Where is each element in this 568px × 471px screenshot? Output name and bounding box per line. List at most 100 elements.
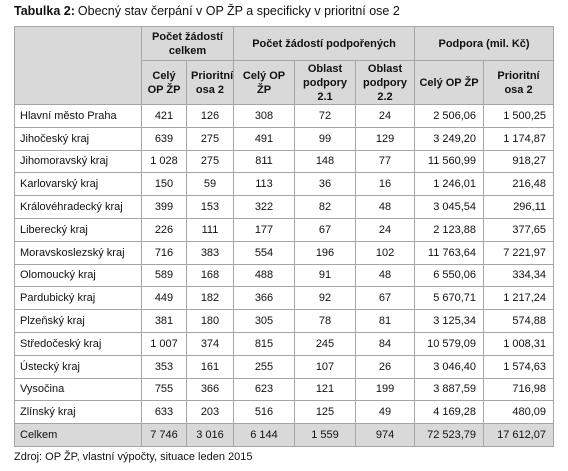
cell-value: 4 169,28 bbox=[414, 400, 485, 425]
cell-value: 716,98 bbox=[483, 377, 555, 402]
cell-value: 755 bbox=[141, 377, 187, 402]
cell-value: 126 bbox=[186, 104, 234, 128]
table-row: Olomoucký kraj 589 168 488 91 48 6 550,06 334,3… bbox=[14, 263, 555, 288]
cell-value: 1 028 bbox=[141, 149, 187, 174]
cell-value: 6 144 bbox=[233, 423, 295, 447]
total-row: Celkem 7 746 3 016 6 144 1 559 974 72 523,79 17… bbox=[14, 423, 555, 447]
cell-value: 322 bbox=[233, 195, 295, 219]
row-label: Vysočina bbox=[14, 377, 142, 402]
cell-value: 1 574,63 bbox=[483, 354, 555, 379]
cell-value: 1 500,25 bbox=[483, 104, 555, 128]
cell-value: 1 174,87 bbox=[483, 126, 555, 151]
cell-value: 10 579,09 bbox=[414, 331, 485, 356]
table-row: Liberecký kraj 226 111 177 67 24 2 123,88 377,6… bbox=[14, 217, 555, 242]
cell-value: 245 bbox=[294, 331, 356, 356]
cell-value: 78 bbox=[294, 309, 356, 333]
table-row: Hlavní město Praha 421 126 308 72 24 2 506,06 1… bbox=[14, 104, 555, 128]
cell-value: 275 bbox=[186, 126, 234, 151]
cell-value: 1 007 bbox=[141, 331, 187, 356]
cell-value: 974 bbox=[354, 423, 416, 447]
cell-value: 72 bbox=[294, 104, 356, 128]
cell-value: 2 123,88 bbox=[414, 217, 485, 242]
cell-value: 67 bbox=[354, 286, 416, 311]
cell-value: 199 bbox=[354, 377, 416, 402]
table-row: Karlovarský kraj 150 59 113 36 16 1 246,01 216,… bbox=[14, 172, 555, 197]
cell-value: 589 bbox=[141, 263, 187, 288]
table-row: Ústecký kraj 353 161 255 107 26 3 046,40 1 574,… bbox=[14, 354, 555, 379]
column-header: Oblast podpory 2.1 bbox=[294, 60, 356, 105]
cell-value: 24 bbox=[354, 217, 416, 242]
cell-value: 366 bbox=[233, 286, 295, 311]
header-column-row: Celý OP ŽP Prioritní osa 2 Celý OP ŽP Oblas… bbox=[15, 60, 555, 105]
title-label: Tabulka 2: bbox=[14, 4, 75, 18]
cell-value: 121 bbox=[294, 377, 356, 402]
data-table: Počet žádostí celkem Počet žádostí podpoř… bbox=[14, 26, 555, 447]
table-title: Tabulka 2: Obecný stav čerpání v OP ŽP a … bbox=[14, 4, 400, 18]
row-label: Ústecký kraj bbox=[14, 354, 142, 379]
cell-value: 574,88 bbox=[483, 309, 555, 333]
cell-value: 168 bbox=[186, 263, 234, 288]
cell-value: 113 bbox=[233, 172, 295, 197]
cell-value: 353 bbox=[141, 354, 187, 379]
cell-value: 377,65 bbox=[483, 217, 555, 242]
table-row: Středočeský kraj 1 007 374 815 245 84 10 579,0… bbox=[14, 331, 555, 356]
cell-value: 421 bbox=[141, 104, 187, 128]
cell-value: 381 bbox=[141, 309, 187, 333]
cell-value: 255 bbox=[233, 354, 295, 379]
row-label: Moravskoslezský kraj bbox=[14, 240, 142, 265]
cell-value: 1 246,01 bbox=[414, 172, 485, 197]
cell-value: 77 bbox=[354, 149, 416, 174]
cell-value: 26 bbox=[354, 354, 416, 379]
table-row: Jihomoravský kraj 1 028 275 811 148 77 11 560,… bbox=[14, 149, 555, 174]
row-label: Olomoucký kraj bbox=[14, 263, 142, 288]
column-header: Prioritní osa 2 bbox=[483, 60, 555, 105]
group-header: Počet žádostí podpořených bbox=[232, 26, 416, 61]
cell-value: 48 bbox=[354, 263, 416, 288]
cell-value: 107 bbox=[294, 354, 356, 379]
cell-value: 180 bbox=[186, 309, 234, 333]
cell-value: 811 bbox=[233, 149, 295, 174]
cell-value: 491 bbox=[233, 126, 295, 151]
cell-value: 5 670,71 bbox=[414, 286, 485, 311]
cell-value: 1 008,31 bbox=[483, 331, 555, 356]
header-group-row: Počet žádostí celkem Počet žádostí podpoř… bbox=[14, 26, 555, 105]
column-header: Celý OP ŽP bbox=[414, 60, 485, 105]
cell-value: 203 bbox=[186, 400, 234, 425]
corner-cell bbox=[14, 26, 142, 105]
row-label: Zlínský kraj bbox=[14, 400, 142, 425]
title-text: Obecný stav čerpání v OP ŽP a specificky… bbox=[77, 4, 400, 18]
table-row: Královéhradecký kraj 399 153 322 82 48 3 045,5… bbox=[14, 195, 555, 219]
column-header: Prioritní osa 2 bbox=[186, 60, 234, 105]
row-label: Pardubický kraj bbox=[14, 286, 142, 311]
table-row: Jihočeský kraj 639 275 491 99 129 3 249,20 1 17… bbox=[14, 126, 555, 151]
cell-value: 111 bbox=[186, 217, 234, 242]
cell-value: 48 bbox=[354, 195, 416, 219]
cell-value: 7 746 bbox=[141, 423, 187, 447]
cell-value: 82 bbox=[294, 195, 356, 219]
row-label: Karlovarský kraj bbox=[14, 172, 142, 197]
cell-value: 72 523,79 bbox=[414, 423, 485, 447]
cell-value: 374 bbox=[186, 331, 234, 356]
cell-value: 554 bbox=[233, 240, 295, 265]
cell-value: 92 bbox=[294, 286, 356, 311]
cell-value: 516 bbox=[233, 400, 295, 425]
cell-value: 3 046,40 bbox=[414, 354, 485, 379]
cell-value: 153 bbox=[186, 195, 234, 219]
cell-value: 11 560,99 bbox=[414, 149, 485, 174]
cell-value: 275 bbox=[186, 149, 234, 174]
cell-value: 3 045,54 bbox=[414, 195, 485, 219]
group-header: Podpora (mil. Kč) bbox=[414, 26, 555, 61]
cell-value: 11 763,64 bbox=[414, 240, 485, 265]
cell-value: 216,48 bbox=[483, 172, 555, 197]
table-body: Hlavní město Praha 421 126 308 72 24 2 506,06 1… bbox=[14, 104, 555, 447]
cell-value: 716 bbox=[141, 240, 187, 265]
cell-value: 81 bbox=[354, 309, 416, 333]
cell-value: 24 bbox=[354, 104, 416, 128]
cell-value: 91 bbox=[294, 263, 356, 288]
row-label: Celkem bbox=[14, 423, 142, 447]
cell-value: 129 bbox=[354, 126, 416, 151]
table-row: Zlínský kraj 633 203 516 125 49 4 169,28 480,09 bbox=[14, 400, 555, 425]
cell-value: 36 bbox=[294, 172, 356, 197]
cell-value: 815 bbox=[233, 331, 295, 356]
